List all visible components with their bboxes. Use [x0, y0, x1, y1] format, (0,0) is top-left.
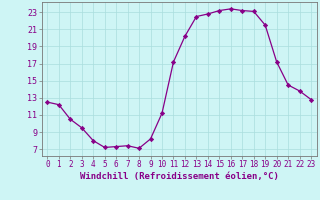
- X-axis label: Windchill (Refroidissement éolien,°C): Windchill (Refroidissement éolien,°C): [80, 172, 279, 181]
